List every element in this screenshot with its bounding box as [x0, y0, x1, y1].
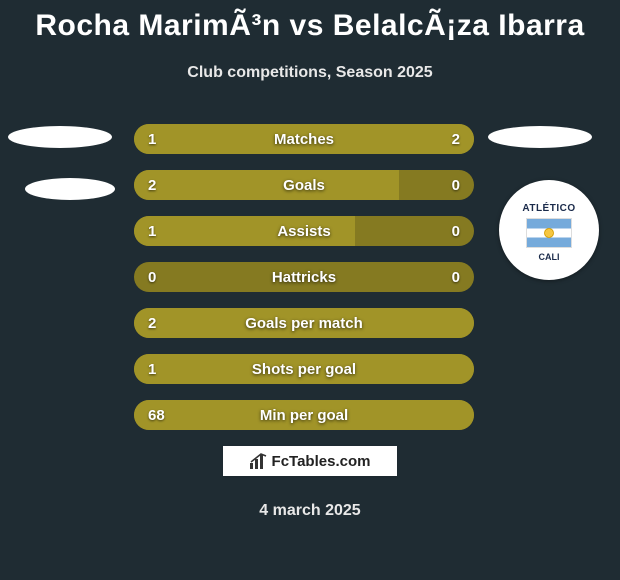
player-left-mark-2 [25, 178, 115, 200]
stat-label: Goals [134, 170, 474, 200]
date-text: 4 march 2025 [0, 502, 620, 520]
stat-row: 68Min per goal [134, 400, 474, 430]
stats-container: 12Matches 20Goals 10Assists 00Hattricks 2Goa… [134, 124, 474, 446]
page-title: Rocha MarimÃ³n vs BelalcÃ¡za Ibarra [0, 9, 620, 43]
branding-badge: FcTables.com [223, 446, 397, 476]
stat-label: Assists [134, 216, 474, 246]
club-logo: ATLÉTICO CALI [499, 180, 599, 280]
club-logo-flag [526, 218, 572, 248]
stat-label: Hattricks [134, 262, 474, 292]
branding-text: FcTables.com [272, 453, 371, 470]
stat-label: Shots per goal [134, 354, 474, 384]
branding-chart-icon [250, 453, 268, 469]
player-left-mark-1 [8, 126, 112, 148]
subtitle: Club competitions, Season 2025 [0, 64, 620, 82]
stat-row: 20Goals [134, 170, 474, 200]
club-logo-bottom-text: CALI [539, 252, 560, 262]
player-right-mark-1 [488, 126, 592, 148]
stat-row: 2Goals per match [134, 308, 474, 338]
stat-row: 10Assists [134, 216, 474, 246]
club-logo-top-text: ATLÉTICO [522, 203, 575, 214]
stat-row: 1Shots per goal [134, 354, 474, 384]
stat-row: 12Matches [134, 124, 474, 154]
stat-row: 00Hattricks [134, 262, 474, 292]
stat-label: Goals per match [134, 308, 474, 338]
stat-label: Matches [134, 124, 474, 154]
stat-label: Min per goal [134, 400, 474, 430]
